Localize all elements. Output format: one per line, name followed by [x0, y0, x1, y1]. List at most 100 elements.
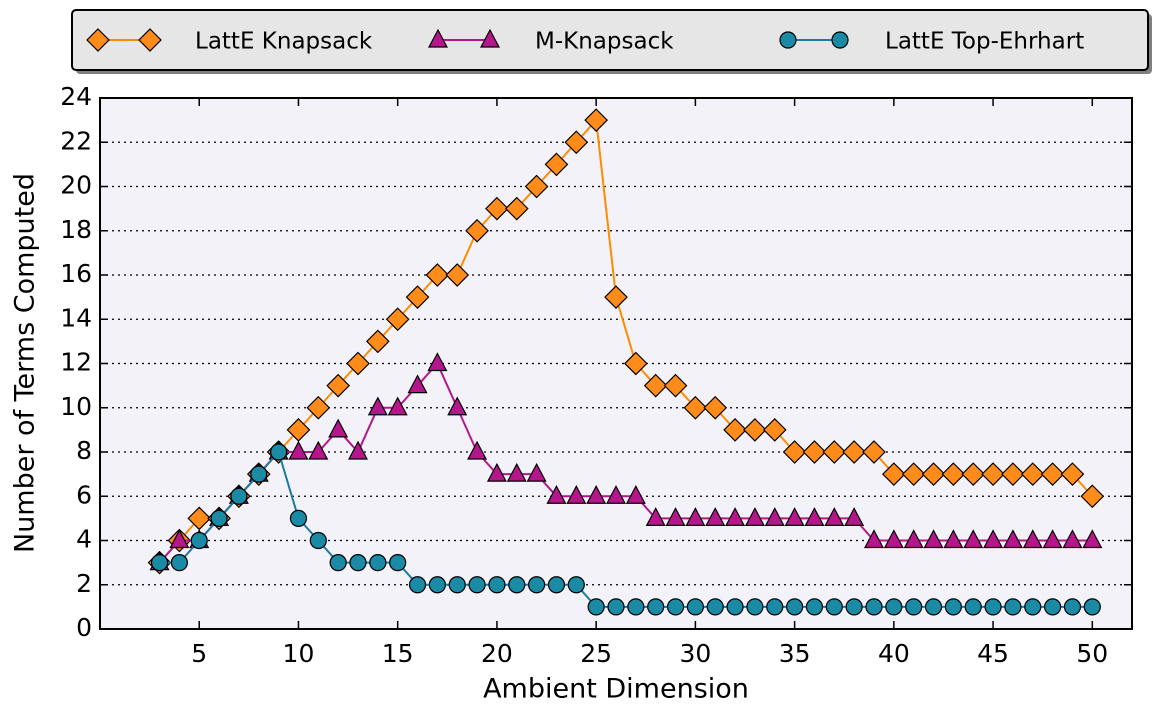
x-tick-label: 30	[679, 639, 711, 668]
marker	[306, 395, 331, 420]
marker	[389, 554, 407, 572]
marker	[288, 440, 309, 460]
y-axis-label: Number of Terms Computed	[10, 173, 41, 553]
marker	[150, 554, 169, 572]
marker	[623, 351, 648, 376]
marker	[983, 529, 1004, 549]
marker	[663, 373, 688, 398]
marker	[903, 529, 924, 549]
marker	[1022, 529, 1043, 549]
marker	[825, 598, 843, 616]
x-tick-label: 45	[977, 639, 1009, 668]
marker	[723, 418, 747, 442]
y-tick-label: 4	[76, 525, 92, 554]
marker	[984, 598, 1002, 616]
marker	[445, 263, 470, 287]
marker	[786, 598, 804, 616]
marker	[804, 507, 825, 526]
marker	[467, 440, 488, 460]
marker	[528, 576, 546, 594]
legend-box	[71, 9, 1149, 71]
marker	[845, 598, 863, 616]
marker	[865, 598, 883, 616]
marker	[1002, 529, 1023, 549]
legend-label: M-Knapsack	[535, 29, 674, 55]
marker	[764, 507, 785, 526]
marker	[964, 598, 982, 616]
marker	[766, 598, 784, 616]
marker	[1063, 598, 1082, 616]
marker	[566, 484, 587, 504]
marker	[586, 484, 607, 504]
marker	[627, 598, 645, 616]
marker	[743, 418, 767, 442]
marker	[309, 531, 327, 550]
marker	[1082, 529, 1103, 549]
legend-marker	[428, 28, 448, 48]
marker	[328, 418, 349, 438]
marker	[1020, 462, 1045, 486]
marker	[190, 531, 208, 550]
y-tick-label: 22	[60, 126, 92, 155]
marker	[408, 576, 427, 594]
y-tick-label: 10	[60, 392, 92, 421]
marker	[824, 507, 845, 526]
marker	[346, 351, 370, 376]
marker	[367, 396, 388, 416]
marker	[584, 108, 609, 132]
marker	[329, 554, 347, 572]
marker	[564, 130, 589, 155]
marker	[842, 440, 867, 464]
marker	[943, 529, 964, 549]
marker	[546, 484, 567, 504]
marker	[270, 443, 288, 461]
marker	[963, 529, 984, 549]
marker	[941, 462, 966, 486]
legend-marker	[480, 28, 500, 48]
marker	[961, 462, 986, 486]
marker	[308, 440, 329, 460]
y-tick-label: 16	[60, 259, 92, 288]
y-tick-label: 0	[76, 613, 92, 642]
legend-marker	[831, 31, 849, 49]
marker	[746, 598, 764, 616]
marker	[169, 529, 190, 549]
marker	[703, 395, 728, 420]
marker	[1001, 462, 1025, 486]
marker	[326, 373, 351, 398]
marker	[1062, 529, 1083, 549]
marker	[547, 576, 566, 594]
marker	[645, 507, 666, 526]
marker	[802, 440, 827, 464]
marker	[862, 440, 886, 464]
marker	[923, 529, 944, 549]
marker	[468, 576, 486, 594]
x-tick-label: 50	[1076, 639, 1108, 668]
marker	[625, 484, 646, 504]
marker	[822, 440, 847, 464]
plot-border	[99, 97, 1133, 630]
marker	[508, 576, 526, 594]
marker	[170, 554, 188, 572]
marker	[365, 329, 390, 354]
marker	[944, 598, 962, 616]
marker	[885, 598, 903, 616]
y-tick-label: 14	[60, 303, 92, 332]
marker	[405, 285, 430, 309]
marker	[1024, 598, 1042, 616]
marker	[369, 554, 387, 572]
marker	[1080, 484, 1105, 509]
marker	[488, 576, 506, 594]
marker	[1040, 462, 1065, 486]
marker	[844, 507, 865, 526]
legend-marker	[779, 31, 797, 49]
marker	[387, 396, 408, 416]
marker	[643, 373, 668, 398]
marker	[706, 598, 724, 616]
marker	[725, 507, 746, 526]
marker	[1083, 598, 1101, 616]
marker	[1060, 462, 1085, 486]
marker	[606, 484, 626, 504]
marker	[1004, 598, 1022, 616]
marker	[526, 462, 547, 482]
